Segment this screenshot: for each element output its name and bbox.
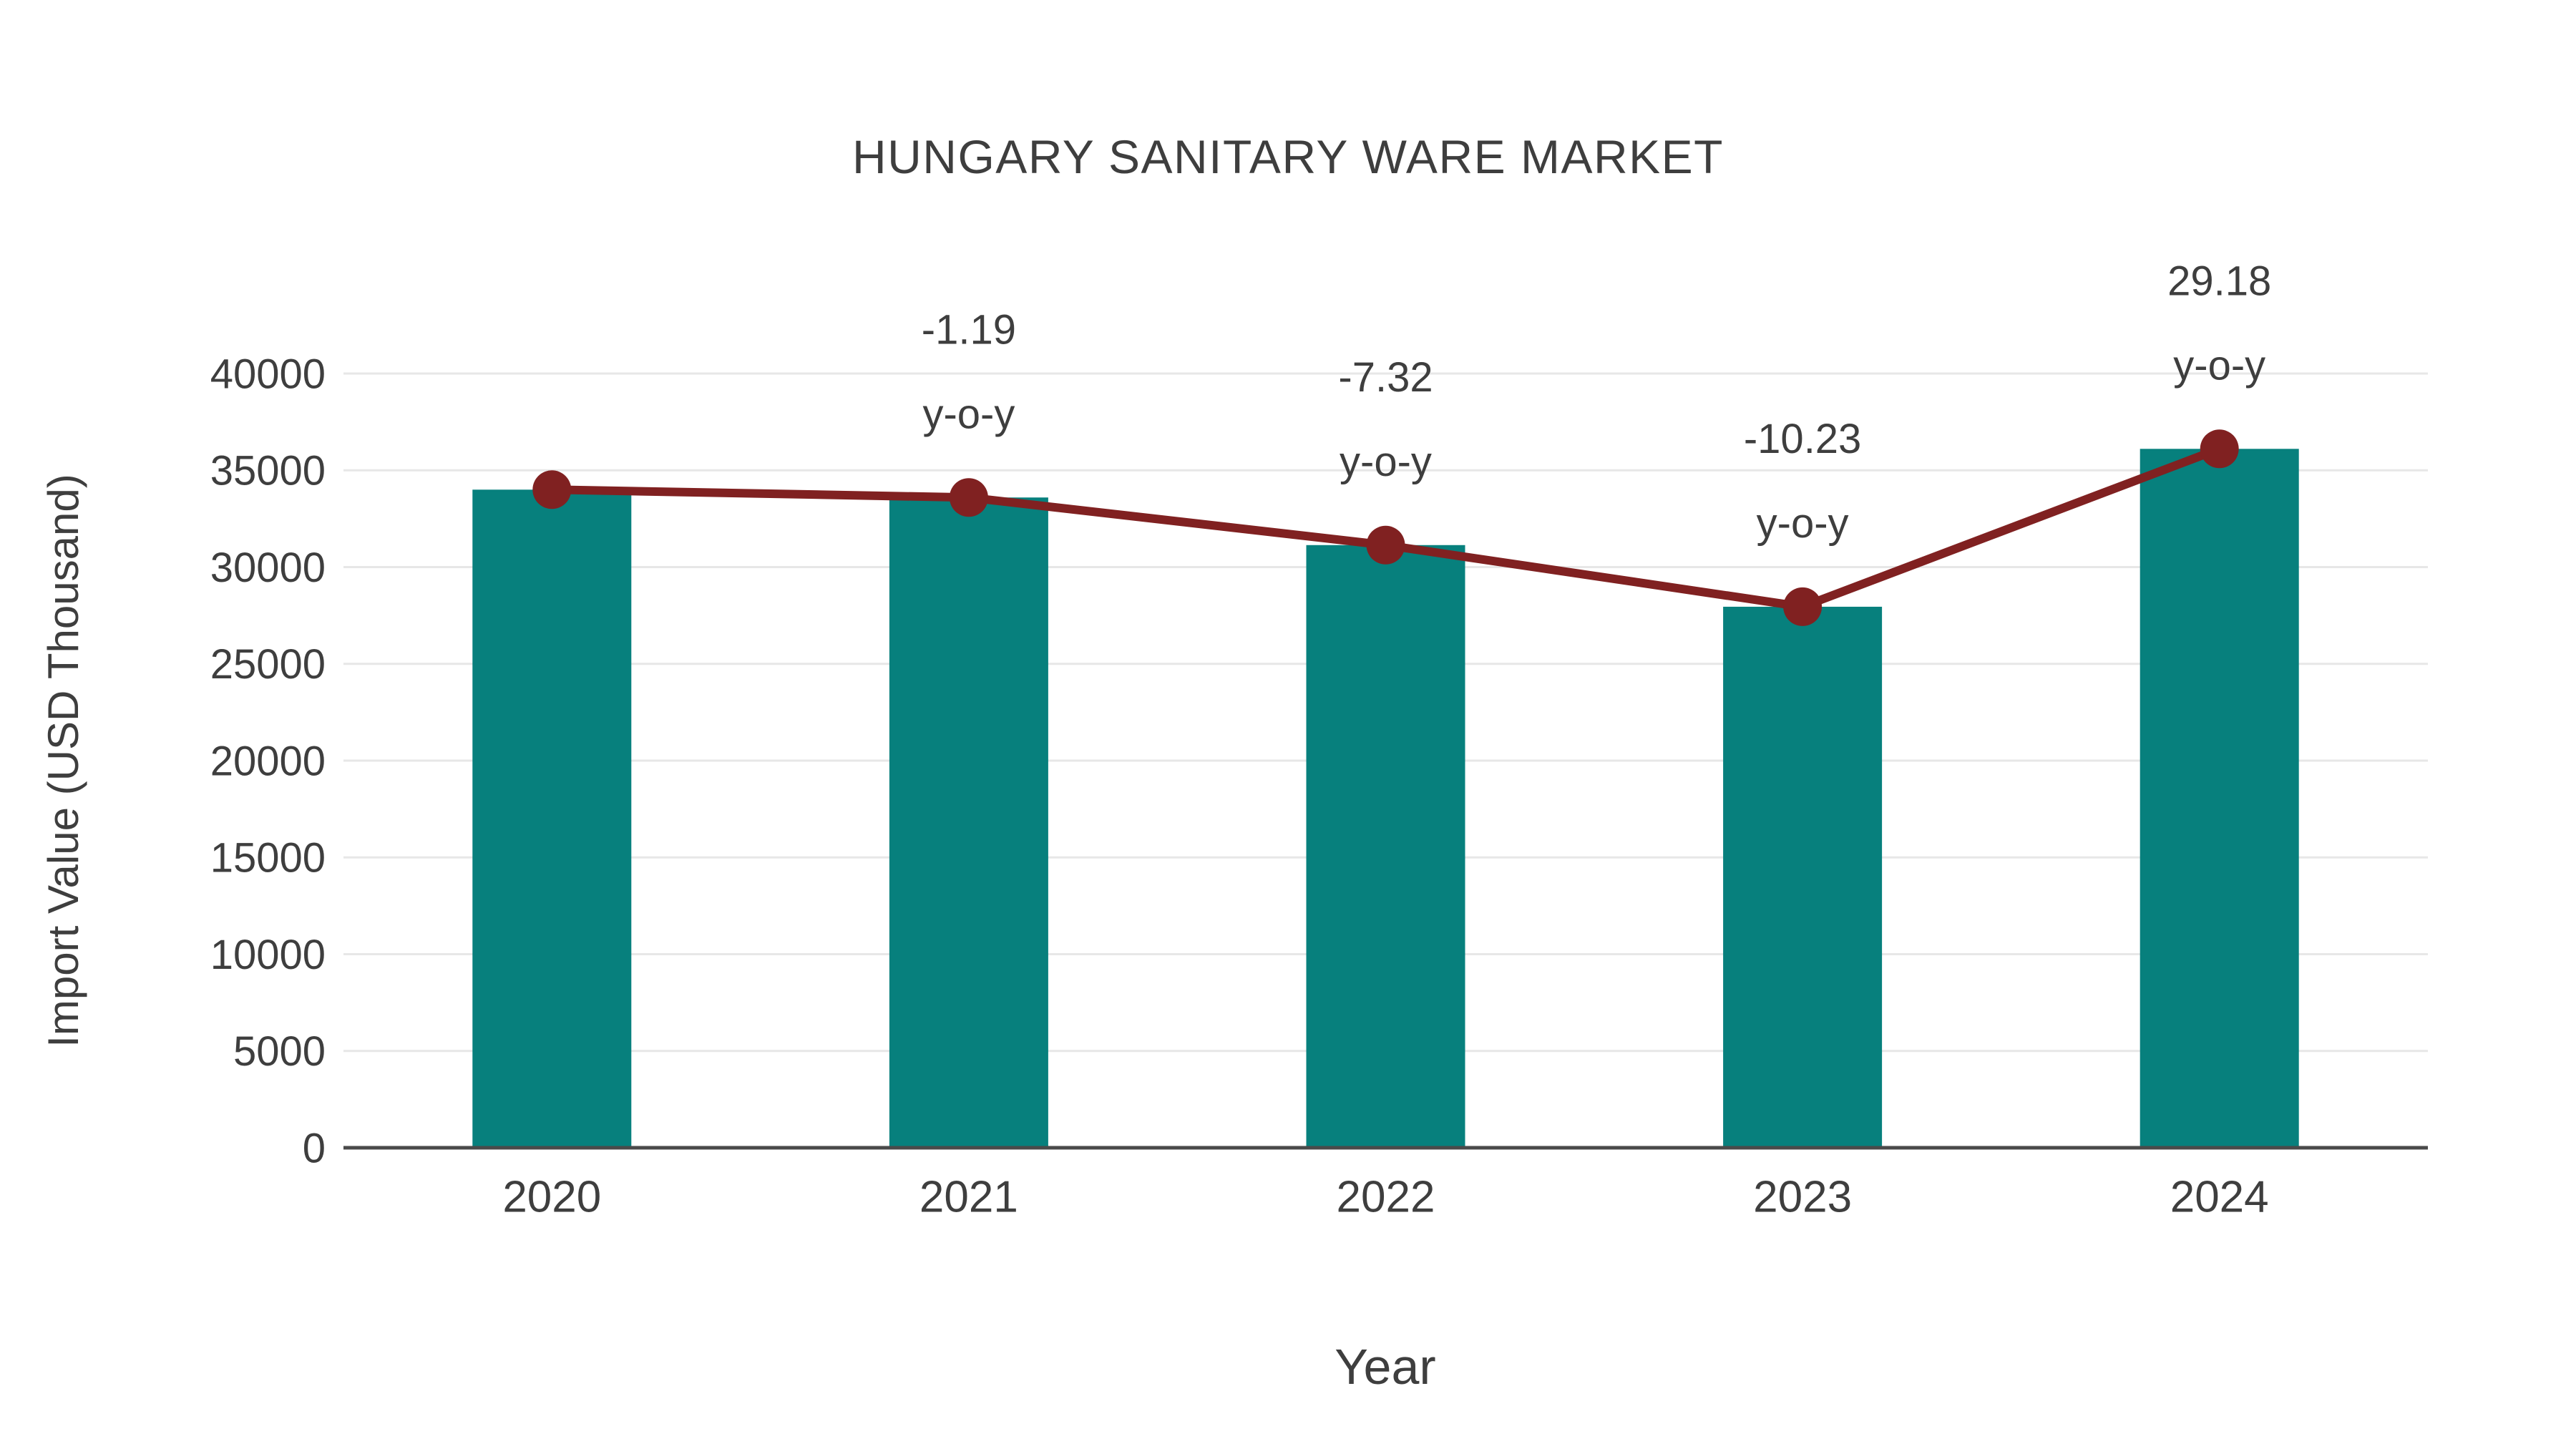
annotation-value-2024: 29.18 — [2167, 258, 2271, 305]
y-tick-label: 35000 — [210, 448, 326, 494]
y-tick-label: 5000 — [233, 1028, 326, 1075]
annotation-yoy-2024: y-o-y — [2173, 343, 2265, 389]
bar-2021 — [889, 497, 1048, 1148]
x-axis-title: Year — [1335, 1339, 1435, 1395]
trend-marker-2022 — [1366, 525, 1405, 565]
trend-marker-2021 — [949, 478, 988, 517]
annotation-value-2022: -7.32 — [1338, 354, 1433, 401]
x-tick-label: 2021 — [919, 1173, 1018, 1222]
trend-marker-2020 — [532, 470, 572, 509]
x-tick-label: 2024 — [2170, 1173, 2269, 1222]
annotation-yoy-2022: y-o-y — [1340, 439, 1432, 485]
trend-marker-2024 — [2200, 429, 2239, 469]
annotation-value-2023: -10.23 — [1744, 416, 1861, 462]
x-tick-label: 2022 — [1337, 1173, 1435, 1222]
y-tick-label: 20000 — [210, 738, 326, 784]
x-tick-label: 2023 — [1753, 1173, 1852, 1222]
x-tick-label: 2020 — [502, 1173, 601, 1222]
annotation-yoy-2023: y-o-y — [1757, 500, 1849, 547]
y-tick-label: 25000 — [210, 641, 326, 688]
annotation-yoy-2021: y-o-y — [922, 391, 1015, 438]
y-tick-label: 0 — [303, 1125, 326, 1171]
y-tick-label: 10000 — [210, 932, 326, 978]
y-axis-title: Import Value (USD Thousand) — [39, 474, 87, 1047]
y-tick-label: 40000 — [210, 351, 326, 397]
bar-2020 — [472, 489, 632, 1148]
chart-title: HUNGARY SANITARY WARE MARKET — [852, 130, 1724, 183]
y-tick-label: 15000 — [210, 835, 326, 882]
bar-2022 — [1306, 545, 1465, 1148]
trend-marker-2023 — [1783, 587, 1823, 626]
annotation-value-2021: -1.19 — [922, 307, 1016, 353]
bar-2023 — [1723, 606, 1883, 1148]
bar-2024 — [2140, 449, 2299, 1148]
y-tick-label: 30000 — [210, 545, 326, 591]
